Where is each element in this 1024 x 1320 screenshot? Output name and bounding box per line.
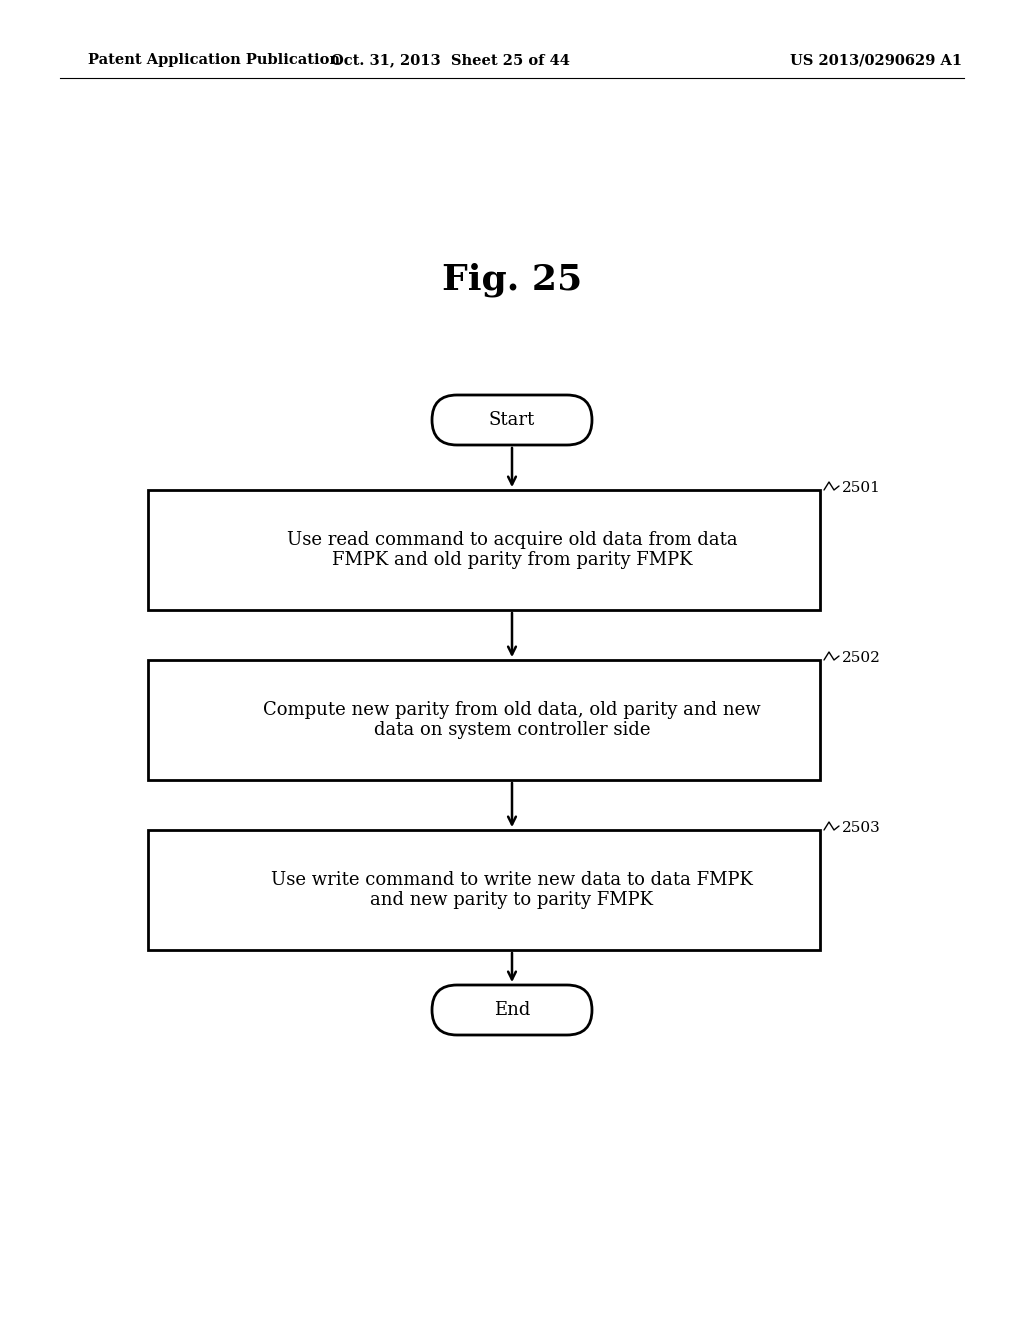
FancyBboxPatch shape bbox=[432, 395, 592, 445]
Text: 2501: 2501 bbox=[842, 480, 881, 495]
Text: US 2013/0290629 A1: US 2013/0290629 A1 bbox=[790, 53, 963, 67]
Text: Patent Application Publication: Patent Application Publication bbox=[88, 53, 340, 67]
Text: Use read command to acquire old data from data
FMPK and old parity from parity F: Use read command to acquire old data fro… bbox=[287, 531, 737, 569]
Text: 2503: 2503 bbox=[842, 821, 881, 836]
Bar bbox=[148, 490, 820, 610]
Bar bbox=[148, 660, 820, 780]
Text: End: End bbox=[494, 1001, 530, 1019]
Bar bbox=[148, 830, 820, 950]
Text: Fig. 25: Fig. 25 bbox=[442, 263, 582, 297]
Text: Oct. 31, 2013  Sheet 25 of 44: Oct. 31, 2013 Sheet 25 of 44 bbox=[331, 53, 569, 67]
FancyBboxPatch shape bbox=[432, 985, 592, 1035]
Text: 2502: 2502 bbox=[842, 651, 881, 665]
Text: Compute new parity from old data, old parity and new
data on system controller s: Compute new parity from old data, old pa… bbox=[263, 701, 761, 739]
Text: Use write command to write new data to data FMPK
and new parity to parity FMPK: Use write command to write new data to d… bbox=[271, 871, 753, 909]
Text: Start: Start bbox=[488, 411, 536, 429]
